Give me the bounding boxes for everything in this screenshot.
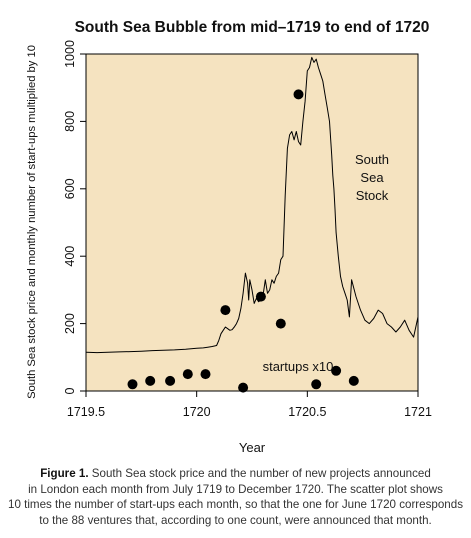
startup-point [255, 291, 266, 302]
caption-line: to the 88 ventures that, according to on… [39, 513, 432, 527]
stock-label-line: South [355, 152, 389, 167]
startup-point [165, 375, 176, 386]
x-tick-label: 1720 [183, 405, 211, 419]
startup-point [182, 369, 193, 380]
caption-line: 10 times the number of start-ups each mo… [8, 498, 463, 511]
startup-point [293, 89, 304, 100]
startup-point [331, 365, 342, 376]
x-tick-label: 1719.5 [67, 405, 105, 419]
y-tick-label: 600 [63, 178, 77, 199]
startup-point [145, 375, 156, 386]
stock-label-line: Sea [360, 170, 384, 185]
x-tick-label: 1720.5 [288, 405, 326, 419]
plot-background [86, 54, 418, 391]
y-tick-label: 800 [63, 111, 77, 132]
series-layer [85, 56, 419, 393]
startup-point [348, 375, 359, 386]
y-tick-label: 200 [63, 313, 77, 334]
y-tick-label: 1000 [63, 40, 77, 68]
axis-layer: 0 200 400 600 800 1000 1719.5 1720 1720.5 1721 [63, 40, 432, 419]
caption-text: South Sea stock price and the number of … [88, 467, 431, 480]
startup-point [200, 369, 211, 380]
y-tick-label: 0 [63, 387, 77, 394]
y-tick-label: 400 [63, 246, 77, 267]
startup-point [127, 379, 138, 390]
startup-point [220, 305, 231, 316]
startup-point [311, 379, 322, 390]
startups-series-label: startups x10 [263, 359, 334, 374]
x-tick-label: 1721 [404, 405, 432, 419]
caption-line: in London each month from July 1719 to D… [28, 482, 443, 496]
stock-label-line: Stock [356, 188, 389, 203]
caption-line: Figure 1. South Sea stock price and the … [0, 466, 471, 482]
figure-caption: Figure 1. South Sea stock price and the … [0, 466, 471, 528]
chart-title: South Sea Bubble from mid–1719 to end of… [75, 19, 430, 36]
startup-point [275, 318, 286, 329]
x-axis-label: Year [239, 440, 266, 455]
y-axis-label: South Sea stock price and monthly number… [26, 45, 38, 399]
stock-series-label: South Sea Stock [355, 152, 389, 203]
plot-frame [85, 53, 419, 392]
caption-label: Figure 1. [40, 467, 89, 480]
startup-point [238, 382, 249, 393]
chart: 0 200 400 600 800 1000 1719.5 1720 1720.5 1721 So… [26, 19, 432, 455]
stock-price-line [85, 56, 419, 354]
